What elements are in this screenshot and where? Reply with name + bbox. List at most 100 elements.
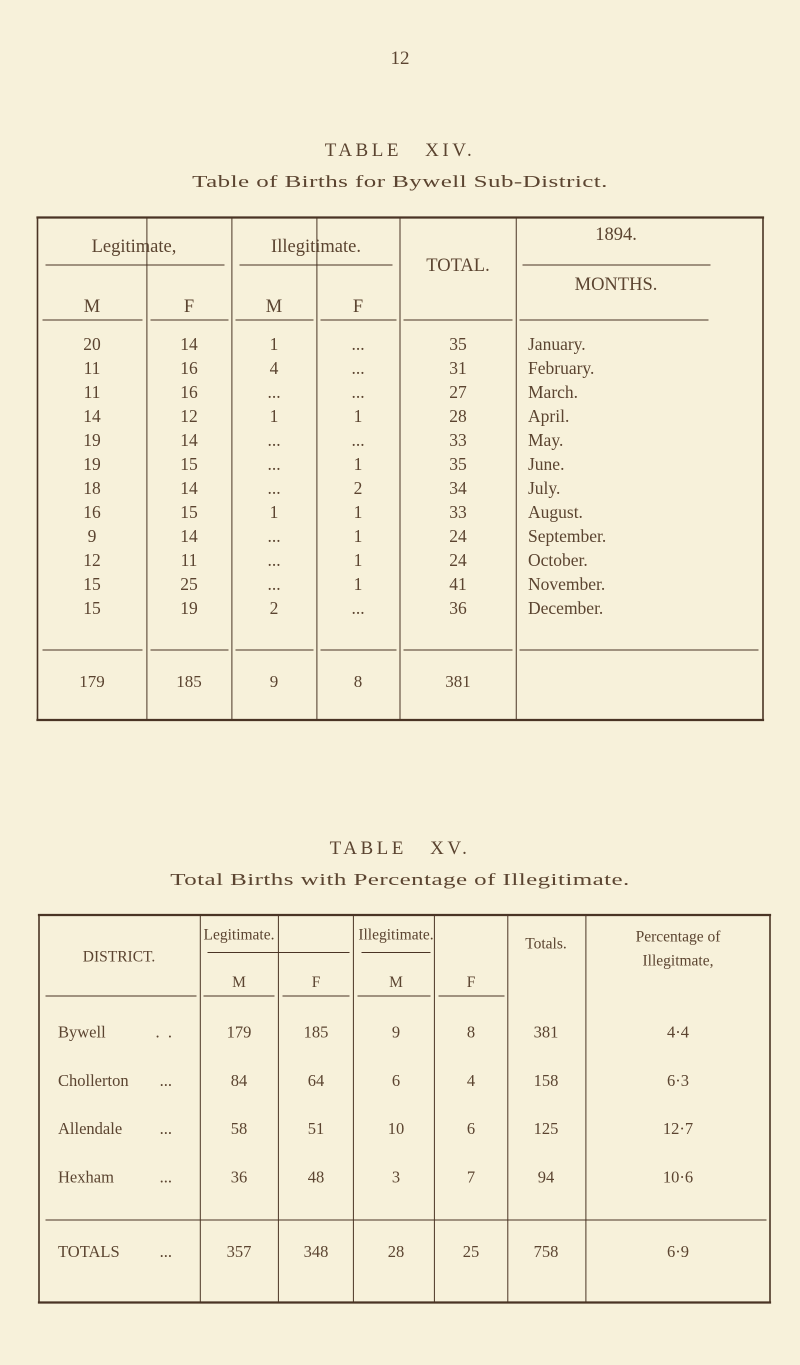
- svg-text:18: 18: [83, 478, 101, 498]
- svg-text:F: F: [184, 297, 194, 317]
- svg-text:15: 15: [83, 574, 101, 594]
- svg-text:1: 1: [354, 454, 363, 474]
- svg-text:381: 381: [445, 672, 471, 691]
- svg-text:24: 24: [449, 550, 467, 570]
- svg-text:4: 4: [467, 1071, 475, 1090]
- svg-text:May.: May.: [528, 430, 563, 450]
- svg-text:3: 3: [392, 1168, 400, 1187]
- svg-text:Bywell: Bywell: [58, 1023, 106, 1042]
- svg-text:4: 4: [270, 358, 279, 378]
- svg-text:16: 16: [180, 358, 198, 378]
- svg-text:64: 64: [308, 1071, 325, 1090]
- svg-text:Illegitmate,: Illegitmate,: [642, 952, 713, 969]
- svg-text:F: F: [312, 974, 321, 991]
- svg-text:25: 25: [180, 574, 198, 594]
- svg-text:DISTRICT.: DISTRICT.: [83, 948, 155, 965]
- svg-text:14: 14: [180, 334, 198, 354]
- svg-text:Totals.: Totals.: [525, 936, 567, 953]
- svg-text:94: 94: [538, 1168, 555, 1187]
- svg-text:15: 15: [83, 598, 101, 618]
- svg-text:84: 84: [231, 1071, 248, 1090]
- svg-text:8: 8: [354, 672, 363, 691]
- svg-text:12: 12: [180, 406, 198, 426]
- svg-text:Hexham: Hexham: [58, 1168, 114, 1187]
- svg-text:179: 179: [227, 1023, 252, 1042]
- svg-text:758: 758: [534, 1242, 559, 1261]
- svg-text:35: 35: [449, 454, 467, 474]
- svg-text:...: ...: [160, 1071, 172, 1090]
- svg-text:12: 12: [83, 550, 101, 570]
- svg-text:...: ...: [267, 430, 280, 450]
- svg-text:1: 1: [270, 334, 279, 354]
- svg-text:1894.: 1894.: [595, 225, 637, 245]
- svg-text:14: 14: [180, 430, 198, 450]
- svg-text:6: 6: [392, 1071, 400, 1090]
- svg-text:Legitimate.: Legitimate.: [203, 927, 274, 944]
- svg-text:M: M: [389, 974, 403, 991]
- svg-text:35: 35: [449, 334, 467, 354]
- svg-text:...: ...: [267, 382, 280, 402]
- svg-text:28: 28: [449, 406, 467, 426]
- svg-text:July.: July.: [528, 478, 560, 498]
- svg-text:34: 34: [449, 478, 467, 498]
- svg-text:...: ...: [267, 574, 280, 594]
- svg-text:March.: March.: [528, 382, 578, 402]
- svg-text:179: 179: [79, 672, 105, 691]
- svg-text:9: 9: [88, 526, 97, 546]
- svg-text:19: 19: [83, 430, 101, 450]
- svg-text:51: 51: [308, 1119, 325, 1138]
- svg-text:6·9: 6·9: [667, 1242, 689, 1261]
- svg-text:19: 19: [83, 454, 101, 474]
- svg-text:1: 1: [354, 550, 363, 570]
- svg-text:9: 9: [392, 1023, 400, 1042]
- svg-text:58: 58: [231, 1119, 248, 1138]
- svg-text:...: ...: [351, 334, 364, 354]
- svg-text:10: 10: [388, 1119, 405, 1138]
- svg-text:357: 357: [227, 1242, 252, 1261]
- svg-text:...: ...: [267, 454, 280, 474]
- svg-text:TOTAL.: TOTAL.: [426, 256, 489, 276]
- svg-text:10·6: 10·6: [663, 1168, 693, 1187]
- svg-text:1: 1: [354, 574, 363, 594]
- svg-text:Illegitimate.: Illegitimate.: [358, 927, 433, 944]
- svg-text:27: 27: [449, 382, 467, 402]
- svg-text:M: M: [84, 297, 100, 317]
- svg-text:1: 1: [270, 406, 279, 426]
- svg-text:November.: November.: [528, 574, 605, 594]
- svg-text:1: 1: [270, 502, 279, 522]
- svg-text:April.: April.: [528, 406, 569, 426]
- svg-text:348: 348: [304, 1242, 329, 1261]
- svg-text:F: F: [467, 974, 476, 991]
- svg-text:2: 2: [270, 598, 279, 618]
- svg-text:16: 16: [83, 502, 101, 522]
- svg-text:4·4: 4·4: [667, 1023, 689, 1042]
- svg-text:Allendale: Allendale: [58, 1119, 122, 1138]
- svg-text:158: 158: [534, 1071, 559, 1090]
- svg-text:...: ...: [267, 478, 280, 498]
- svg-text:125: 125: [534, 1119, 559, 1138]
- svg-text:14: 14: [83, 406, 101, 426]
- svg-text:31: 31: [449, 358, 467, 378]
- svg-text:41: 41: [449, 574, 467, 594]
- svg-text:August.: August.: [528, 502, 583, 522]
- svg-text:December.: December.: [528, 598, 603, 618]
- svg-text:...: ...: [160, 1119, 172, 1138]
- svg-text:...: ...: [351, 430, 364, 450]
- svg-text:6: 6: [467, 1119, 475, 1138]
- svg-text:33: 33: [449, 502, 467, 522]
- svg-text:October.: October.: [528, 550, 588, 570]
- svg-text:11: 11: [84, 382, 101, 402]
- svg-text:TOTALS: TOTALS: [58, 1242, 120, 1261]
- svg-text:24: 24: [449, 526, 467, 546]
- svg-text:M: M: [232, 974, 246, 991]
- svg-text:20: 20: [83, 334, 101, 354]
- svg-text:15: 15: [180, 454, 198, 474]
- svg-text:9: 9: [270, 672, 279, 691]
- svg-text:7: 7: [467, 1168, 475, 1187]
- svg-text:36: 36: [231, 1168, 248, 1187]
- svg-text:185: 185: [176, 672, 202, 691]
- svg-text:...: ...: [267, 526, 280, 546]
- svg-text:M: M: [266, 297, 282, 317]
- svg-text:12·7: 12·7: [663, 1119, 693, 1138]
- svg-text:September.: September.: [528, 526, 606, 546]
